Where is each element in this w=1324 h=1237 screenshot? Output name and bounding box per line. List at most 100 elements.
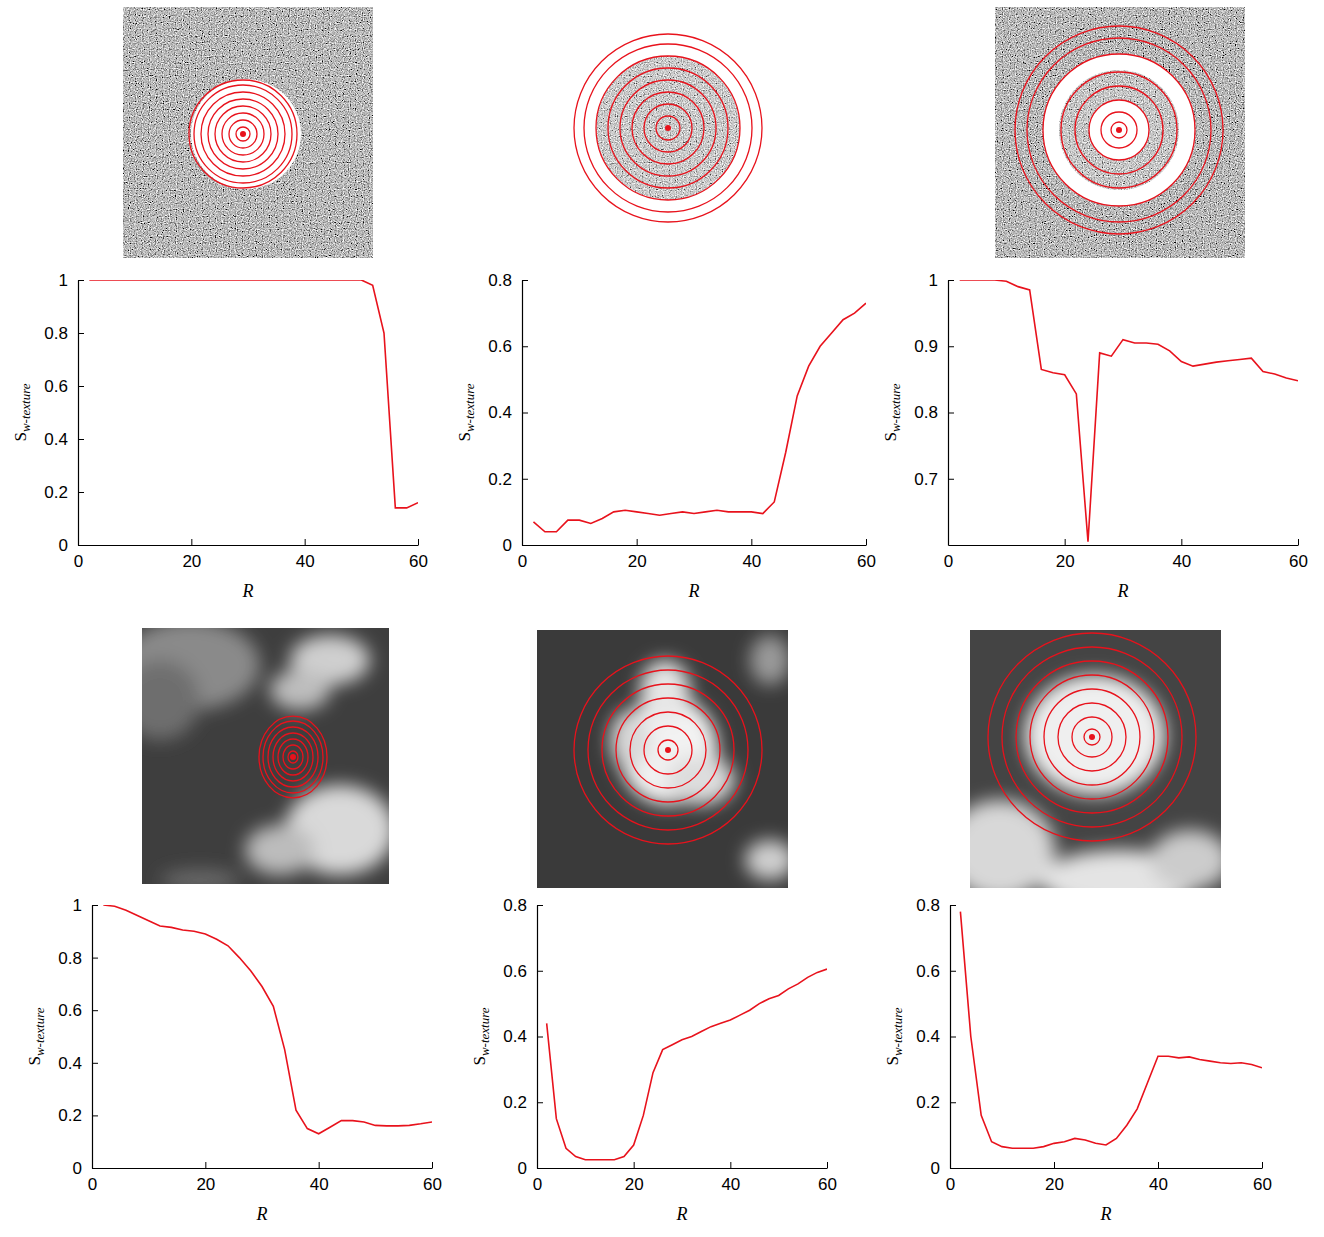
tick-mark [1298,539,1299,545]
tick-label: 0.6 [44,377,68,396]
tick-label: 1 [929,271,938,290]
tick-label: 1 [73,896,82,915]
contour [1043,54,1195,206]
tick: 0.4 [916,1027,956,1046]
y-axis-title-subscript: w-texture [18,383,33,432]
tick: 0.8 [488,271,528,290]
y-axis: 00.20.40.60.8 [916,896,956,1178]
tick-label: 60 [423,1175,442,1194]
tick: 20 [1045,1162,1064,1194]
contour [1075,86,1163,174]
center-point [290,754,296,760]
tick-mark [637,539,638,545]
tick-mark [751,539,752,545]
cloud [245,825,315,875]
tick: 40 [721,1162,740,1194]
data-line [89,280,418,508]
tick-label: 0 [503,536,512,555]
y-axis-title-subscript: w-texture [477,1007,492,1056]
tick-label: 0 [533,1175,542,1194]
axis-line [523,545,867,546]
cloud [750,635,788,685]
tick-mark [827,1162,828,1168]
tick: 0.8 [916,896,956,915]
tick-label: 40 [296,552,315,571]
tick: 40 [1172,539,1191,571]
tick-mark [205,1162,206,1168]
tick-label: 0.2 [488,470,512,489]
contour [215,106,271,162]
tick-mark [92,905,98,906]
tick-label: 60 [409,552,428,571]
tick: 20 [628,539,647,571]
tick-mark [950,1102,956,1103]
tick: 0.4 [44,430,84,449]
axis-line [93,1168,433,1169]
tick: 20 [196,1162,215,1194]
tick-mark [634,1162,635,1168]
tick-mark [1158,1162,1159,1168]
contour [658,740,678,760]
tick-mark [537,1168,543,1169]
contour [644,726,692,774]
y-axis: 00.20.40.60.8 [503,896,543,1178]
y-axis-title: Sw-texture [25,1007,47,1065]
center-point [240,131,246,137]
figure: 020406000.20.40.60.81RSw-texture02040600… [0,0,1324,1237]
tick-label: 0 [518,1159,527,1178]
tick-mark [948,346,954,347]
image-panel [142,628,389,884]
tick: 0 [931,1159,956,1178]
tick-label: 0.6 [503,962,527,981]
tick: 20 [182,539,201,571]
data-line [960,912,1262,1149]
tick-label: 60 [1289,552,1308,571]
contour [1101,112,1137,148]
axis-line [92,906,93,1169]
tick: 0.6 [58,1001,98,1020]
cloud [1150,830,1221,888]
center-point [665,125,671,131]
y-axis-title-subscript: w-texture [32,1007,47,1056]
x-axis: 0204060 [88,1162,442,1194]
tick: 60 [409,539,428,571]
tick-mark [92,1010,98,1011]
white-ring [1043,54,1195,206]
contour [222,113,264,155]
tick: 0.2 [503,1093,543,1112]
tick: 0.9 [914,337,954,356]
tick: 0.8 [503,896,543,915]
chart: 02040600.70.80.91RSw-texture [881,271,1308,601]
tick-mark [522,545,528,546]
tick-mark [1262,1162,1263,1168]
cloud [160,870,240,884]
y-axis-title-main: S [470,1056,489,1065]
tick-label: 20 [1045,1175,1064,1194]
tick-mark [92,958,98,959]
tick-mark [950,1037,956,1038]
y-axis-title-main: S [883,1056,902,1065]
tick-label: 60 [818,1175,837,1194]
contour [229,120,257,148]
tick-mark [432,1162,433,1168]
tick-label: 0.9 [914,337,938,356]
tick: 60 [1289,539,1308,571]
tick-label: 0.8 [916,896,940,915]
noise-texture [995,7,1245,258]
y-axis-title-main: S [11,432,30,441]
image-panel [970,630,1221,888]
tick-label: 0.8 [503,896,527,915]
tick-label: 0 [931,1159,940,1178]
axis-line [538,1168,828,1169]
tick-label: 0.6 [488,337,512,356]
y-axis-title: Sw-texture [470,1007,492,1065]
center-point [1089,734,1095,740]
tick: 20 [1056,539,1075,571]
tick-label: 0.4 [58,1054,82,1073]
tick: 1 [73,896,98,915]
tick-mark [1054,1162,1055,1168]
contour [574,34,762,222]
tick: 20 [625,1162,644,1194]
data-line [960,280,1298,542]
y-axis-title: Sw-texture [455,383,477,441]
